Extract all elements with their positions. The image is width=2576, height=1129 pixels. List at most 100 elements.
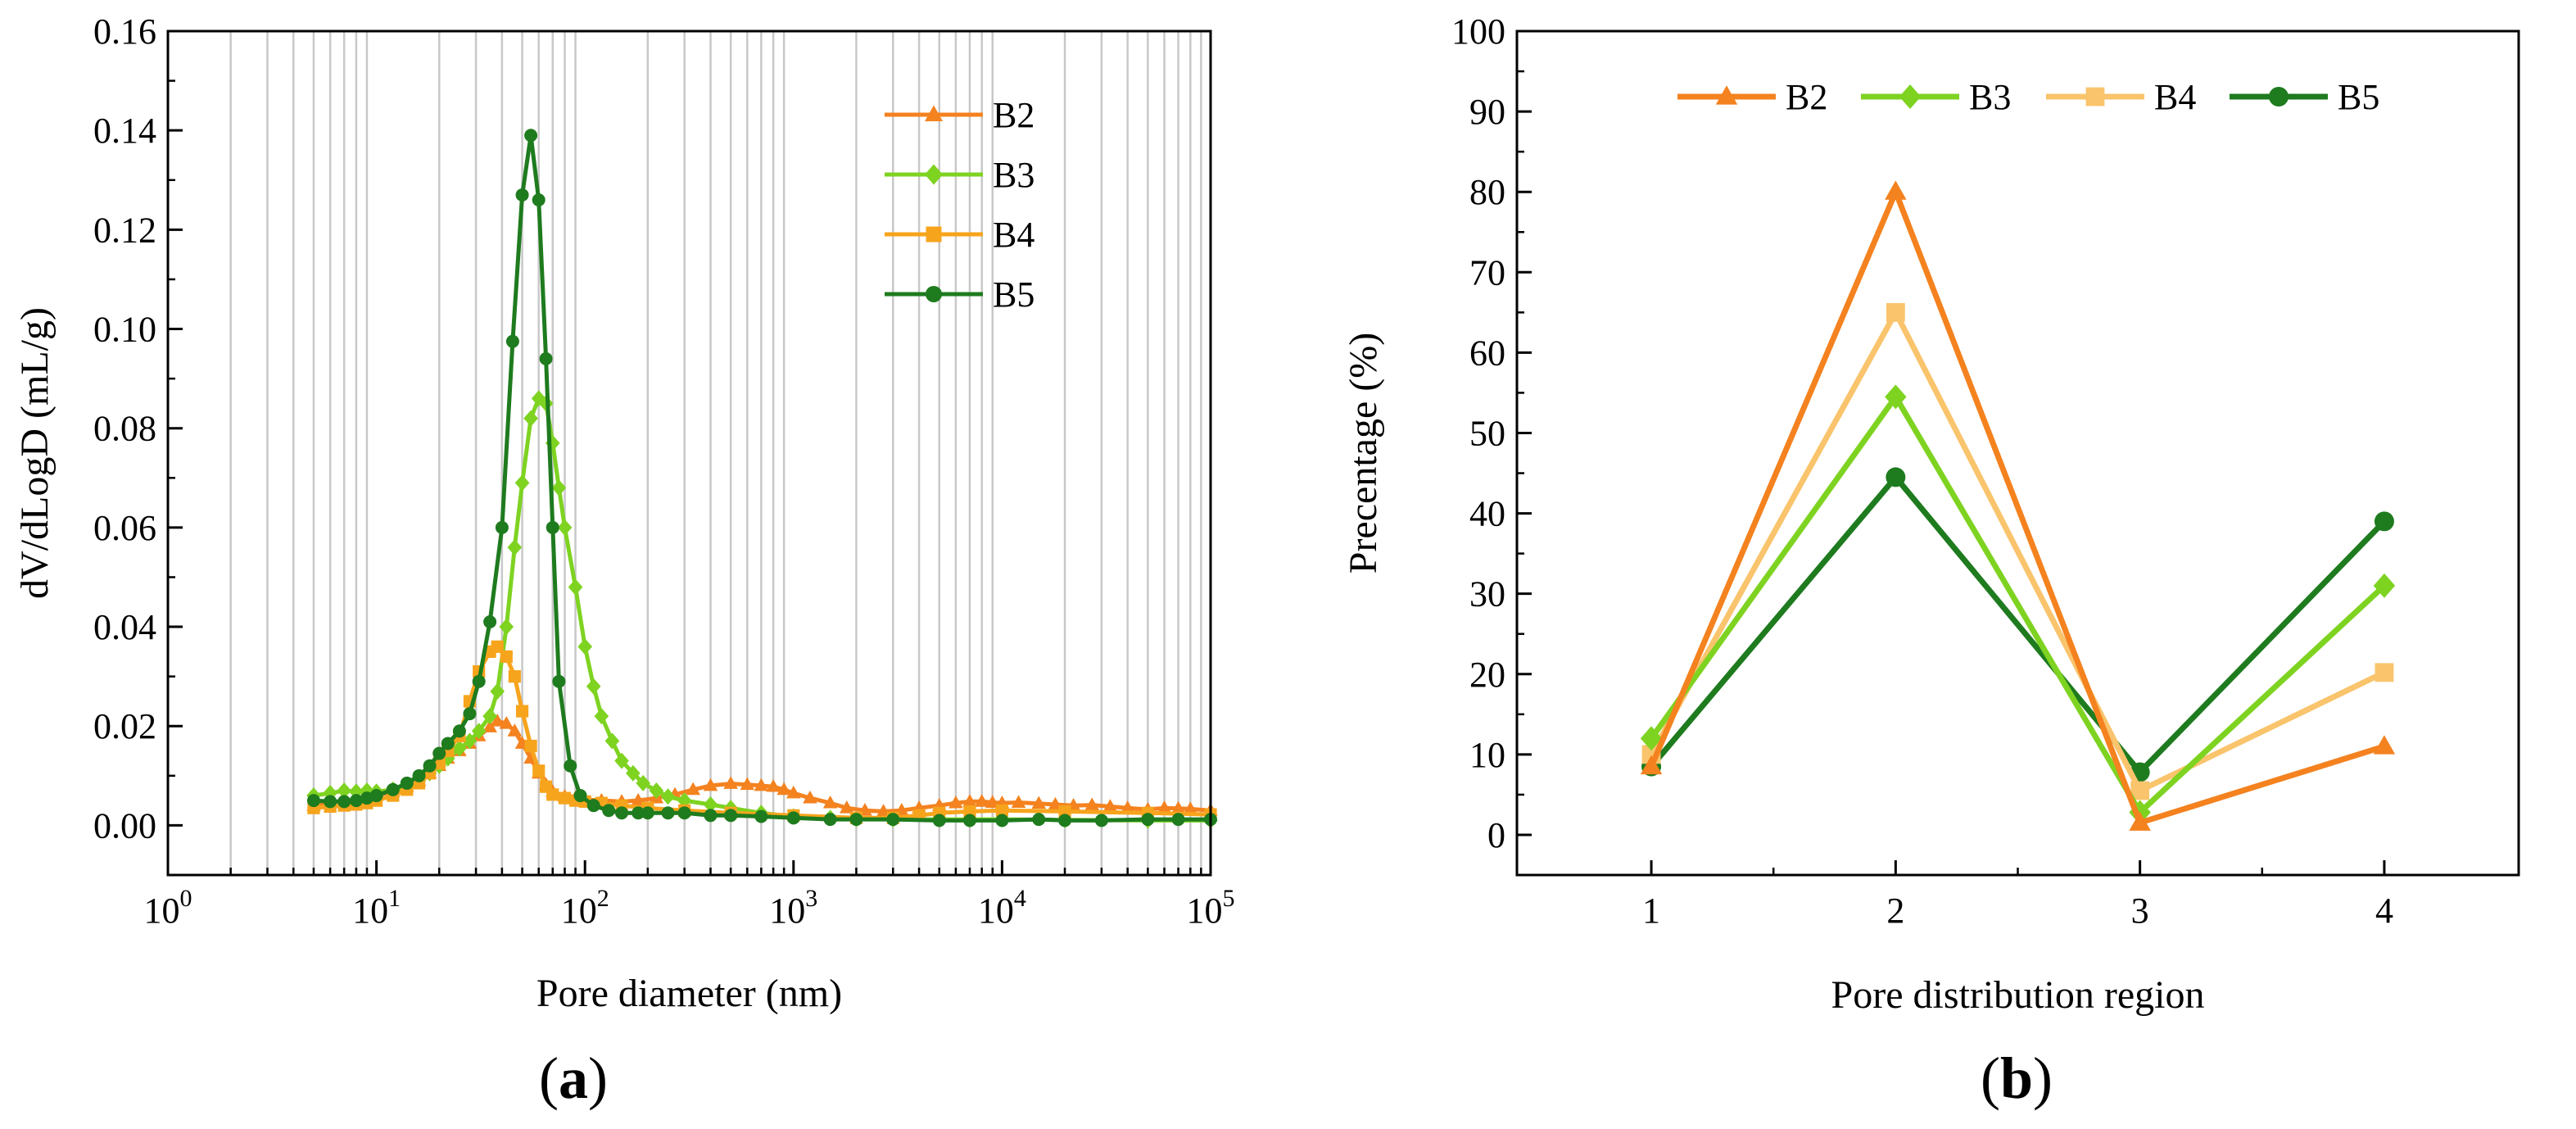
data-point-B2 — [482, 719, 497, 732]
data-point-B2 — [974, 794, 989, 807]
data-point-B3 — [507, 539, 523, 556]
data-point-B5 — [423, 759, 437, 773]
x-tick-label: 105 — [1187, 885, 1235, 931]
y-tick-label: 0.12 — [93, 210, 156, 250]
data-point-B5 — [1058, 814, 1072, 827]
data-point-B2 — [2129, 811, 2151, 831]
panel-a-chart: 100 101 102 103 104 105 0.000.020.040.060.080… — [13, 11, 1235, 1111]
legend-label: B4 — [2154, 77, 2196, 117]
series-line-B3 — [1649, 393, 2387, 815]
legend-item-B3: B3 — [1861, 77, 2011, 117]
data-point-B4 — [1058, 805, 1071, 818]
data-point-B2 — [962, 794, 977, 807]
data-point-B3 — [586, 678, 601, 695]
data-point-B5 — [754, 809, 768, 823]
data-point-B2 — [723, 776, 738, 789]
data-point-B5 — [641, 806, 654, 820]
data-point-B5 — [552, 674, 566, 688]
x-tick-label: 101 — [352, 885, 401, 931]
data-point-B5 — [337, 795, 351, 809]
series-line-B5 — [1649, 474, 2387, 775]
y-tick-label: 0.06 — [93, 508, 156, 548]
data-point-B5 — [524, 129, 538, 143]
data-point-B4 — [558, 791, 572, 805]
data-point-B3 — [577, 638, 592, 655]
data-point-B5 — [886, 813, 900, 827]
data-point-B5 — [539, 351, 553, 365]
data-point-B5 — [615, 806, 629, 820]
data-point-B5 — [369, 789, 383, 803]
data-point-B3 — [614, 752, 629, 769]
data-point-B5 — [1886, 467, 1906, 487]
y-tick-label: 70 — [1469, 252, 1505, 292]
series-line-B2 — [1648, 188, 2385, 826]
data-point-B5 — [573, 789, 587, 803]
data-point-B2 — [839, 800, 854, 814]
data-point-B5 — [412, 769, 426, 782]
y-tick-label: 0.04 — [93, 607, 156, 647]
data-point-B2 — [754, 778, 769, 791]
data-point-B3 — [557, 519, 573, 536]
data-point-B4 — [963, 805, 976, 818]
data-point-B5 — [472, 674, 486, 688]
data-point-B3 — [482, 708, 497, 725]
data-point-B2 — [822, 795, 838, 809]
data-point-B3 — [594, 708, 609, 725]
legend-label: B2 — [1786, 77, 1827, 117]
data-point-B5 — [932, 814, 946, 827]
data-point-B5 — [441, 737, 455, 750]
legend-label: B3 — [993, 155, 1034, 195]
panel-a-y-ticks: 0.00 0.02 0.04 0.06 0.08 0.10 0.12 0.14 0.16 — [93, 11, 183, 877]
panel-b-series — [1640, 180, 2396, 831]
data-point-B2 — [766, 778, 781, 792]
data-point-B2 — [948, 795, 963, 809]
data-point-B5 — [1141, 813, 1155, 827]
data-point-B5 — [586, 799, 600, 813]
legend-label: B4 — [993, 215, 1034, 255]
y-tick-label: 90 — [1469, 92, 1505, 132]
legend-marker-B3 — [1899, 84, 1922, 109]
panel-a-frame — [166, 29, 1212, 877]
series-B2 — [1640, 180, 2396, 831]
y-tick-label: 50 — [1469, 413, 1505, 453]
data-point-B2 — [1120, 800, 1135, 814]
data-point-B3 — [636, 774, 650, 791]
data-point-B5 — [1171, 813, 1185, 827]
panel-b-x-ticks: 1 2 3 4 — [1642, 860, 2393, 931]
data-point-B3 — [626, 764, 641, 782]
panel-a-grid — [229, 31, 1202, 875]
data-point-B5 — [349, 794, 363, 808]
data-point-B5 — [823, 813, 837, 827]
series-B3 — [1640, 384, 2396, 825]
data-point-B3 — [499, 619, 514, 636]
data-point-B5 — [602, 804, 616, 818]
data-point-B3 — [2373, 573, 2396, 598]
panel-b-y-ticks: 0 10 20 30 40 50 60 70 80 90 100 — [1451, 11, 1532, 855]
data-point-B3 — [337, 782, 351, 799]
data-point-B2 — [490, 713, 505, 727]
data-point-B2 — [1011, 795, 1026, 808]
data-point-B5 — [1032, 813, 1046, 827]
y-tick-label: 100 — [1451, 11, 1505, 52]
y-tick-label: 0.10 — [93, 310, 156, 350]
data-point-B3 — [568, 578, 583, 596]
legend-marker-B2 — [925, 105, 943, 121]
y-tick-label: 0.00 — [93, 805, 156, 846]
y-tick-label: 80 — [1469, 172, 1505, 212]
legend-item-B3: B3 — [885, 155, 1034, 195]
data-point-B3 — [462, 732, 478, 750]
y-tick-label: 0.16 — [93, 11, 156, 52]
data-point-B5 — [1094, 814, 1108, 827]
data-point-B3 — [523, 410, 538, 427]
data-point-B5 — [463, 707, 477, 721]
data-point-B5 — [505, 334, 519, 348]
x-tick-label: 102 — [561, 885, 609, 931]
legend-label: B5 — [2338, 77, 2379, 117]
data-point-B3 — [649, 782, 664, 799]
data-point-B4 — [1886, 302, 1905, 322]
data-point-B2 — [1084, 797, 1100, 810]
data-point-B3 — [1640, 726, 1663, 751]
panel-a-x-ticks: 100 101 102 103 104 105 — [144, 860, 1235, 931]
data-point-B5 — [324, 795, 337, 809]
